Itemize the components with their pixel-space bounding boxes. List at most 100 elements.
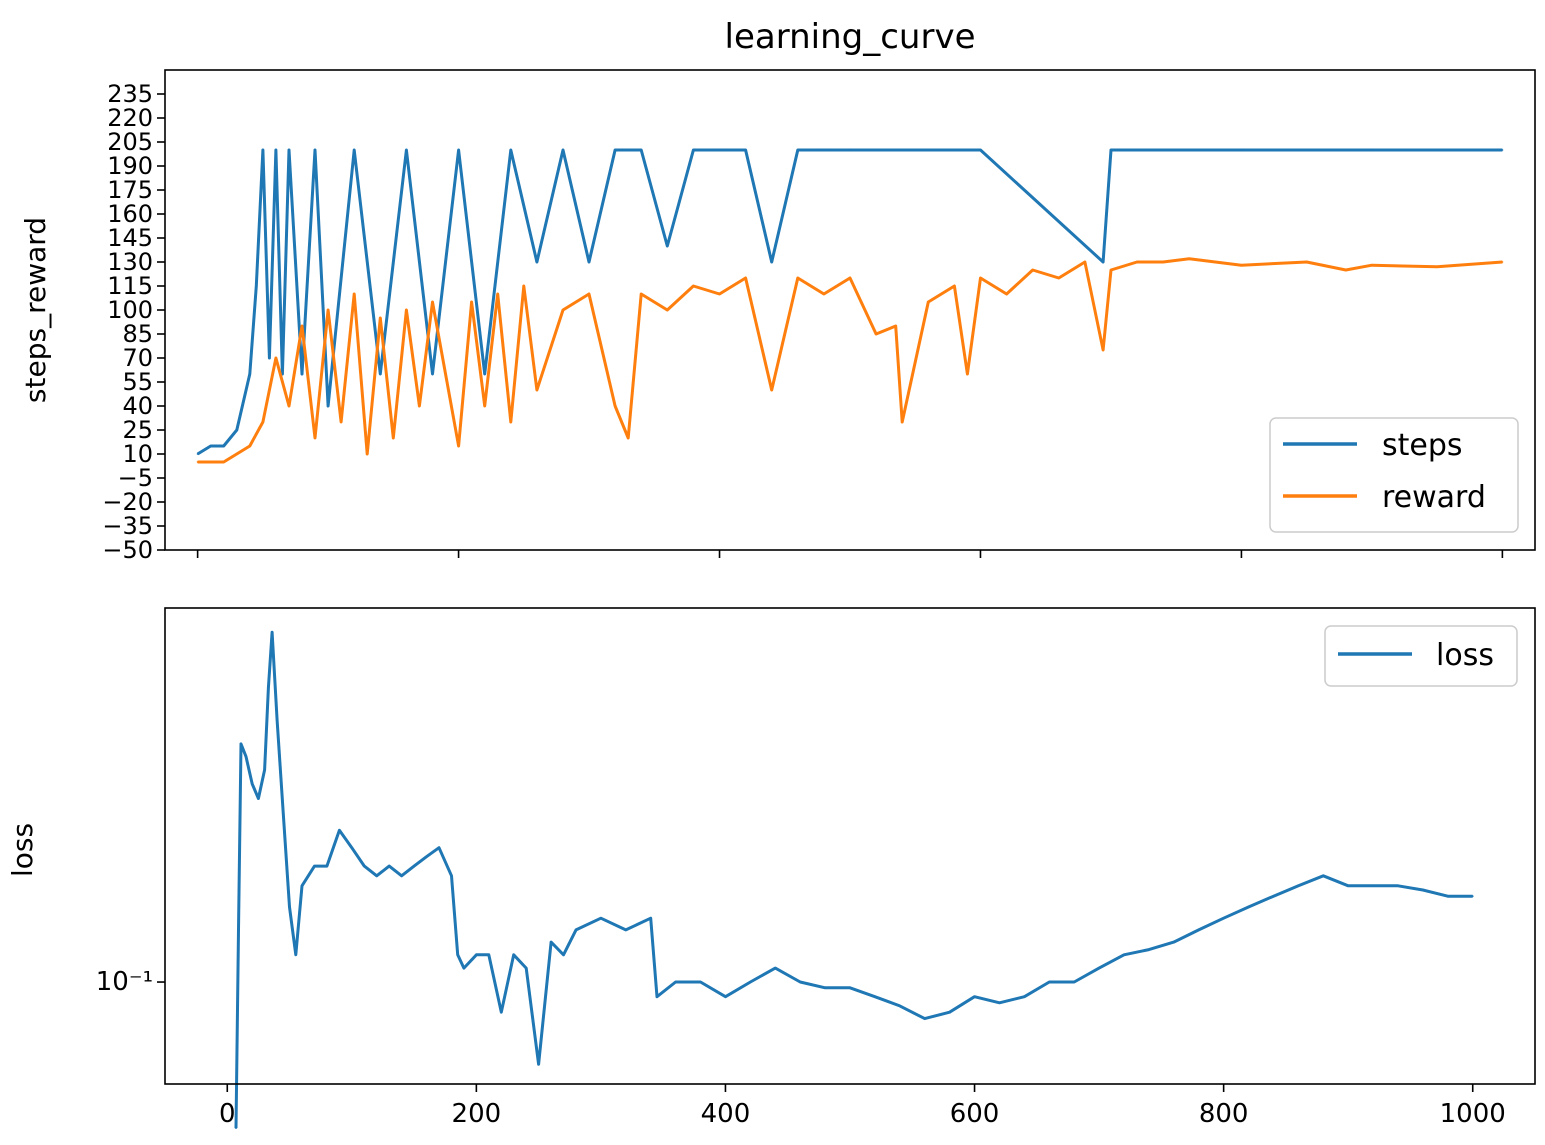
data-point-loss [500,1011,503,1014]
data-point-loss [288,906,291,908]
series-line-steps [196,148,1503,456]
data-point-loss [271,631,273,634]
data-point-steps [1110,149,1112,151]
data-point-steps [1371,149,1373,151]
data-point-loss [923,1017,926,1020]
y-tick-label: −5 [118,464,153,492]
data-point-steps [222,445,225,447]
data-point-loss [1397,884,1399,887]
data-point-reward [770,389,773,391]
data-point-steps [718,149,721,151]
x-tick-label: 0 [219,1099,236,1129]
data-point-reward [614,405,616,407]
data-point-reward [288,405,290,407]
data-point-loss [1272,895,1275,898]
data-point-steps [849,149,851,151]
data-point-loss [294,953,297,956]
data-point-steps [255,285,258,287]
data-point-loss [1148,948,1150,951]
data-point-reward [627,437,630,439]
data-point-loss [550,941,552,943]
y-tick-label: 220 [107,104,153,132]
data-point-loss [487,953,490,956]
data-point-reward [392,437,395,439]
data-point-loss [1098,967,1100,969]
data-point-loss [235,1127,237,1129]
data-point-reward [927,301,930,303]
bottom-x-axis: 0 200 400 600 800 1000 [219,1084,1506,1129]
data-point-loss [326,865,328,867]
data-point-steps [483,373,486,375]
data-point-loss [525,967,528,969]
data-point-loss [1073,981,1076,983]
data-point-loss [350,846,353,849]
data-point-loss [537,1063,540,1066]
top-y-axis-label: steps_reward [19,217,52,403]
data-point-loss [363,865,366,867]
data-point-steps [666,245,669,247]
data-point-steps [379,373,382,375]
data-point-steps [196,453,199,455]
data-point-steps [1102,261,1104,263]
data-point-loss [1172,941,1175,943]
data-point-loss [699,981,702,983]
data-point-loss [425,855,428,858]
data-point-steps [288,149,290,151]
data-point-loss [237,929,240,931]
data-point-loss [475,953,478,956]
data-point-reward [692,285,695,287]
data-point-reward [353,293,356,295]
data-point-steps [262,149,264,151]
data-point-loss [575,929,577,931]
chart-title: learning_curve [725,17,976,57]
data-point-loss [1023,995,1026,998]
x-tick-label: 200 [452,1099,502,1129]
data-point-loss [656,995,658,998]
data-point-steps [268,357,271,359]
data-point-loss [724,995,727,998]
data-point-reward [314,437,316,439]
data-point-reward [744,277,747,279]
data-point-steps [314,149,316,151]
data-point-steps [327,405,329,407]
data-point-reward [457,445,460,447]
data-point-steps [209,445,212,447]
data-point-reward [953,285,956,287]
data-point-loss [624,929,627,931]
top-legend: steps reward [1269,417,1519,533]
y-tick-label: 160 [107,200,153,228]
y-tick-label: 235 [107,80,153,108]
data-point-loss [774,967,777,969]
data-point-reward [562,309,564,311]
y-tick-label: 145 [107,224,153,252]
data-point-loss [400,874,403,877]
data-point-steps [405,149,408,151]
data-point-loss [313,865,316,867]
data-point-steps [692,149,695,151]
data-point-reward [405,309,408,311]
data-point-steps [588,261,590,263]
top-x-axis [196,550,1504,558]
data-point-loss [849,986,851,989]
data-point-reward [496,293,499,295]
data-point-reward [536,389,538,391]
bottom-plot-area [165,608,1535,1084]
data-point-loss [1197,929,1200,931]
data-point-steps [281,373,284,375]
data-point-reward [875,333,877,335]
data-point-reward [1188,257,1191,260]
data-point-steps [823,149,825,151]
data-point-reward [849,277,851,279]
data-point-loss [874,995,876,998]
data-point-loss [674,981,677,983]
data-point-steps [431,373,434,375]
data-point-loss [413,865,415,867]
top-legend-box [1269,417,1519,533]
legend-label-reward: reward [1382,480,1486,515]
y-tick-label: 190 [107,152,153,180]
y-tick-label: 10⁻¹ [96,967,153,997]
data-point-loss [251,783,254,785]
data-point-reward [588,293,590,295]
data-point-reward [796,277,799,279]
data-point-reward [894,325,897,327]
